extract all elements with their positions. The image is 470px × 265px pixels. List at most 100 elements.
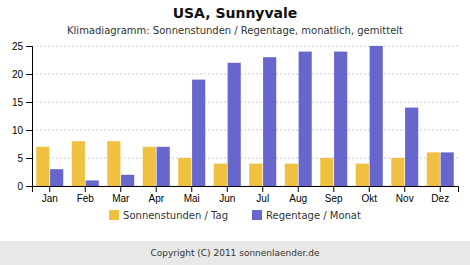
- bar: [263, 57, 276, 186]
- bar: [157, 147, 170, 186]
- tick-label: Mai: [184, 193, 200, 204]
- tick: 25: [12, 41, 32, 52]
- tick-mark: [26, 186, 32, 187]
- tick-label: 10: [12, 125, 24, 136]
- legend: Sonnenstunden / Tag Regentage / Monat: [109, 210, 361, 221]
- legend-label: Regentage / Monat: [266, 210, 361, 221]
- bar: [36, 147, 49, 186]
- tick-mark: [227, 186, 228, 192]
- tick-label: Okt: [361, 193, 377, 204]
- grid-line: [32, 130, 458, 131]
- bar-series: [50, 46, 454, 186]
- bar: [86, 180, 99, 186]
- bar: [249, 164, 262, 186]
- axis-domain: [33, 187, 459, 193]
- tick: Aug: [289, 186, 307, 204]
- tick-mark: [85, 186, 86, 192]
- tick-mark: [26, 158, 32, 159]
- tick-label: 20: [12, 69, 24, 80]
- bar: [299, 52, 312, 186]
- tick-mark: [26, 46, 32, 47]
- tick-label: Mar: [112, 193, 130, 204]
- tick: Apr: [148, 186, 164, 204]
- tick: Sep: [325, 186, 343, 204]
- grid-line: [32, 46, 458, 47]
- bar: [178, 158, 191, 186]
- tick-mark: [191, 186, 192, 192]
- tick-mark: [26, 102, 32, 103]
- footer: Copyright (C) 2011 sonnenlaender.de: [0, 241, 470, 265]
- tick-mark: [156, 186, 157, 192]
- tick: Mai: [184, 186, 200, 204]
- legend-swatch: [109, 210, 119, 220]
- tick-label: Sep: [325, 193, 343, 204]
- chart-container: USA, Sunnyvale Klimadiagramm: Sonnenstund…: [0, 0, 470, 265]
- bar: [214, 164, 227, 186]
- legend-swatch: [252, 210, 262, 220]
- bar: [356, 164, 369, 186]
- tick-label: Apr: [148, 193, 164, 204]
- bar: [285, 164, 298, 186]
- bar: [391, 158, 404, 186]
- tick-label: Jul: [256, 193, 269, 204]
- grid-line: [32, 102, 458, 103]
- tick-label: Dez: [431, 193, 449, 204]
- tick-mark: [262, 186, 263, 192]
- bar: [370, 46, 383, 186]
- tick-mark: [369, 186, 370, 192]
- bars: [36, 46, 454, 186]
- bar: [143, 147, 156, 186]
- tick-mark: [404, 186, 405, 192]
- tick-mark: [333, 186, 334, 192]
- tick-mark: [440, 186, 441, 192]
- tick: 15: [12, 97, 32, 108]
- tick-mark: [26, 74, 32, 75]
- legend-item: Sonnenstunden / Tag: [109, 210, 228, 221]
- tick: 5: [17, 153, 32, 164]
- tick-mark: [26, 130, 32, 131]
- tick-label: Aug: [289, 193, 307, 204]
- tick: Okt: [361, 186, 377, 204]
- bar: [121, 175, 134, 186]
- grid-line: [32, 74, 458, 75]
- tick: 20: [12, 69, 32, 80]
- plot: 0 5 10 15 20 25 Jan Feb Mar Apr Mai Jun Jul Aug Sep Okt…: [12, 41, 459, 204]
- bar: [72, 141, 85, 186]
- tick: Mar: [112, 186, 130, 204]
- tick-mark: [49, 186, 50, 192]
- legend-label: Sonnenstunden / Tag: [123, 210, 228, 221]
- tick-label: 0: [17, 181, 23, 192]
- tick: Jul: [256, 186, 269, 204]
- tick-mark: [298, 186, 299, 192]
- tick-label: 15: [12, 97, 24, 108]
- tick: 10: [12, 125, 32, 136]
- tick: 0: [17, 181, 32, 192]
- annotation: Copyright (C) 2011 sonnenlaender.de: [150, 248, 320, 258]
- subtitle: Klimadiagramm: Sonnenstunden / Regentage…: [67, 25, 403, 36]
- y-axis: 0 5 10 15 20 25: [12, 41, 33, 192]
- tick-label: 5: [17, 153, 23, 164]
- title: USA, Sunnyvale: [173, 5, 298, 21]
- tick: Jun: [219, 186, 235, 204]
- tick: Nov: [396, 186, 414, 204]
- tick: Dez: [431, 186, 449, 204]
- tick-label: Jun: [219, 193, 235, 204]
- bar: [427, 152, 440, 186]
- footer-background: [0, 241, 470, 265]
- tick-label: Jan: [42, 193, 58, 204]
- bar: [334, 52, 347, 186]
- chart-svg: USA, Sunnyvale Klimadiagramm: Sonnenstund…: [0, 0, 470, 265]
- tick: Jan: [42, 186, 58, 204]
- grid: [32, 46, 458, 186]
- tick-mark: [120, 186, 121, 192]
- bar: [320, 158, 333, 186]
- tick-label: Feb: [77, 193, 95, 204]
- legend-item: Regentage / Monat: [252, 210, 361, 221]
- tick-label: 25: [12, 41, 24, 52]
- x-axis: Jan Feb Mar Apr Mai Jun Jul Aug Sep Okt Nov Dez: [33, 186, 459, 204]
- bar: [107, 141, 120, 186]
- tick: Feb: [77, 186, 95, 204]
- tick-label: Nov: [396, 193, 414, 204]
- bar: [50, 169, 63, 186]
- axis-domain: [26, 47, 33, 187]
